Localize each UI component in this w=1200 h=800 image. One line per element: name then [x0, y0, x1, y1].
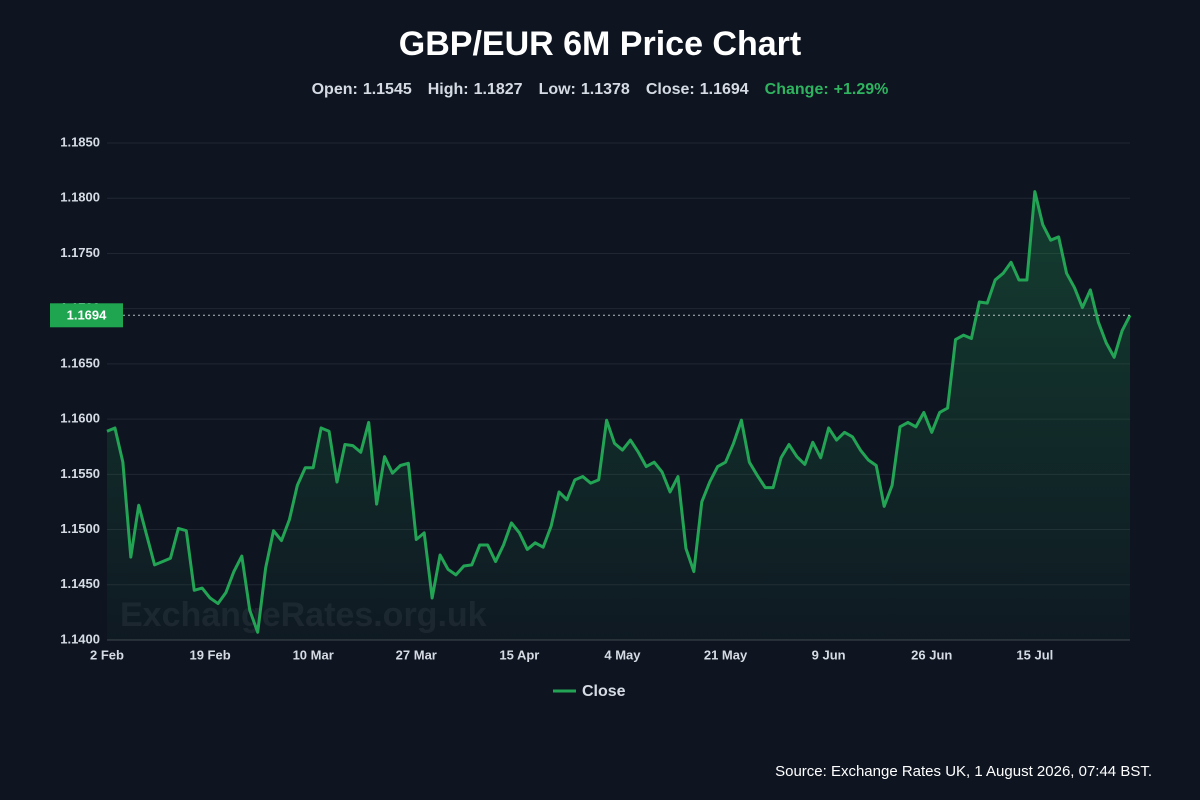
stat-value: 1.1827 — [474, 81, 523, 98]
price-line — [106, 190, 1132, 634]
y-tick-label: 1.1500 — [60, 521, 100, 536]
y-tick-label: 1.1650 — [60, 355, 100, 370]
x-tick-label: 21 May — [704, 647, 748, 662]
source-note: Source: Exchange Rates UK, 1 August 2026… — [775, 763, 1152, 780]
stat-value: 1.1694 — [700, 81, 749, 98]
x-tick-label: 9 Jun — [812, 647, 846, 662]
x-tick-label: 19 Feb — [189, 647, 230, 662]
stat-label: High: — [428, 81, 469, 98]
stat-value: 1.1378 — [581, 81, 630, 98]
stats-line: Open: 1.1545 High: 1.1827 Low: 1.1378 Close: 1.… — [312, 81, 889, 98]
area — [107, 191, 1130, 640]
stat-label: Low: — [539, 81, 576, 98]
x-tick-label: 26 Jun — [911, 647, 952, 662]
chart-title: GBP/EUR 6M Price Chart — [399, 25, 801, 63]
x-tick-label: 15 Apr — [499, 647, 539, 662]
y-tick-label: 1.1400 — [60, 631, 100, 646]
stat-value: 1.1545 — [363, 81, 412, 98]
y-tick-label: 1.1450 — [60, 576, 100, 591]
stat-label: Close: — [646, 81, 695, 98]
x-tick-label: 27 Mar — [396, 647, 437, 662]
x-tick-label: 2 Feb — [90, 647, 124, 662]
y-tick-label: 1.1800 — [60, 190, 100, 205]
stat-label: Open: — [312, 81, 358, 98]
current-price-box — [50, 303, 123, 328]
y-tick-label: 1.1600 — [60, 411, 100, 426]
stat-label: Change: — [765, 81, 829, 98]
y-tick-label: 1.1750 — [60, 245, 100, 260]
x-tick-label: 4 May — [604, 647, 641, 662]
y-tick-label: 1.1550 — [60, 466, 100, 481]
current-price-label: 1.1694 — [67, 308, 108, 323]
y-tick-label: 1.1850 — [60, 134, 100, 149]
x-tick-label: 15 Jul — [1016, 647, 1053, 662]
stat-value: +1.29% — [834, 81, 889, 98]
legend-label: Close — [582, 683, 626, 700]
x-tick-label: 10 Mar — [293, 647, 334, 662]
